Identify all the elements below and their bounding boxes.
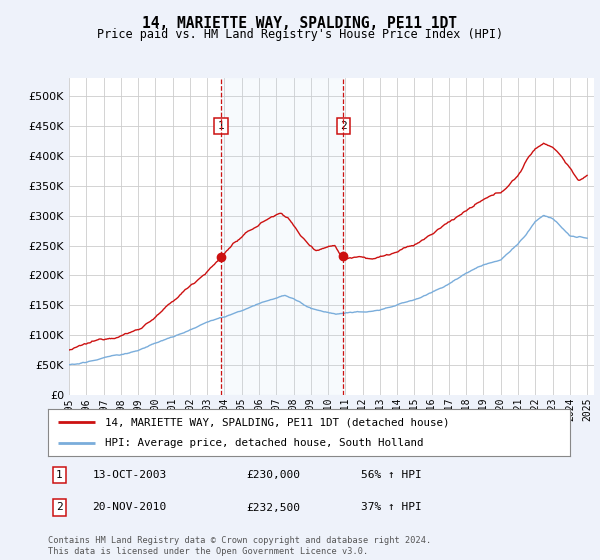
Text: 56% ↑ HPI: 56% ↑ HPI (361, 470, 422, 480)
Text: 2: 2 (56, 502, 62, 512)
Text: £230,000: £230,000 (247, 470, 301, 480)
Text: 37% ↑ HPI: 37% ↑ HPI (361, 502, 422, 512)
Text: Price paid vs. HM Land Registry's House Price Index (HPI): Price paid vs. HM Land Registry's House … (97, 28, 503, 41)
Text: 14, MARIETTE WAY, SPALDING, PE11 1DT: 14, MARIETTE WAY, SPALDING, PE11 1DT (143, 16, 458, 31)
Text: Contains HM Land Registry data © Crown copyright and database right 2024.
This d: Contains HM Land Registry data © Crown c… (48, 536, 431, 556)
Text: £232,500: £232,500 (247, 502, 301, 512)
Text: 2: 2 (340, 121, 347, 131)
Text: HPI: Average price, detached house, South Holland: HPI: Average price, detached house, Sout… (106, 438, 424, 448)
Text: 14, MARIETTE WAY, SPALDING, PE11 1DT (detached house): 14, MARIETTE WAY, SPALDING, PE11 1DT (de… (106, 417, 450, 427)
Bar (221, 78, 343, 395)
Text: 13-OCT-2003: 13-OCT-2003 (92, 470, 167, 480)
Text: 20-NOV-2010: 20-NOV-2010 (92, 502, 167, 512)
Text: 1: 1 (56, 470, 62, 480)
Text: 1: 1 (217, 121, 224, 131)
